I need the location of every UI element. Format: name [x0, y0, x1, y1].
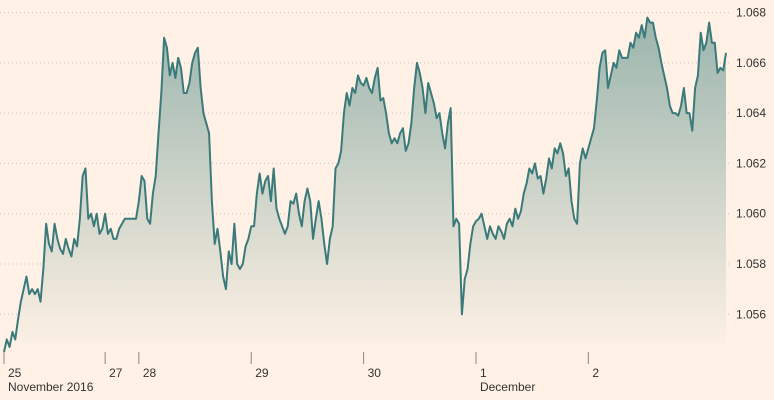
x-tick-label: 29 [255, 366, 269, 380]
x-tick-label: 1 [480, 366, 487, 380]
x-tick-sublabel: December [480, 380, 535, 394]
x-tick-label: 30 [368, 366, 382, 380]
y-tick-label: 1.056 [736, 307, 766, 321]
y-tick-label: 1.060 [736, 207, 766, 221]
x-tick-sublabel: November 2016 [8, 380, 94, 394]
x-tick-label: 28 [143, 366, 157, 380]
x-tick-label: 27 [109, 366, 123, 380]
y-axis-tick-labels: 1.056 1.058 1.060 1.062 1.064 1.066 1.068 [736, 6, 766, 322]
y-tick-label: 1.058 [736, 257, 766, 271]
y-tick-label: 1.068 [736, 6, 766, 20]
y-tick-label: 1.062 [736, 156, 766, 170]
y-tick-label: 1.064 [736, 106, 766, 120]
x-tick-label: 25 [8, 366, 22, 380]
x-tick-label: 2 [592, 366, 599, 380]
series-line [3, 16, 727, 353]
y-tick-label: 1.066 [736, 56, 766, 70]
series-area-fill [4, 17, 726, 352]
